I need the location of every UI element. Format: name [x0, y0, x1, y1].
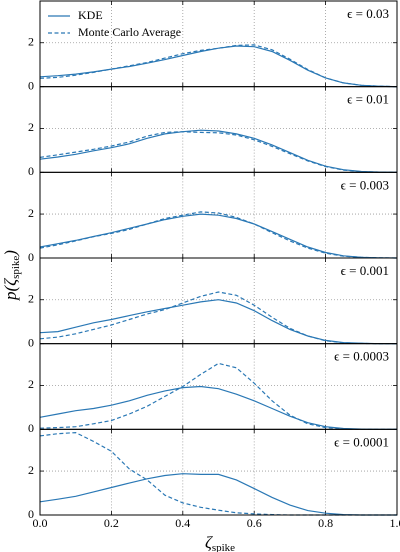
- y-axis-label: p(ζspike): [1, 250, 22, 301]
- y-tick-label: 2: [28, 463, 34, 477]
- series-line: [39, 299, 397, 345]
- x-tick-label: 0.6: [247, 516, 262, 530]
- y-tick-label: 0: [28, 507, 34, 521]
- series-line: [39, 131, 398, 173]
- x-tick-label: 0.2: [104, 516, 119, 530]
- annotation: ϵ = 0.0001: [334, 434, 389, 449]
- x-tick-label: 0.4: [175, 516, 190, 530]
- x-tick-label: 1.0: [390, 516, 400, 530]
- series-line: [39, 45, 398, 88]
- panel: 0 2 ϵ = 0.01: [28, 86, 398, 178]
- series-line: [39, 362, 397, 430]
- annotation: ϵ = 0.01: [347, 92, 389, 107]
- legend-label: Monte Carlo Average: [78, 25, 181, 39]
- series-line: [39, 213, 398, 259]
- series-line: [39, 385, 397, 430]
- y-tick-label: 0: [28, 335, 34, 349]
- panel: 0 2 ϵ = 0.003: [28, 171, 398, 264]
- y-tick-label: 2: [28, 120, 34, 134]
- annotation: ϵ = 0.0003: [334, 349, 389, 364]
- annotation: ϵ = 0.001: [341, 263, 389, 278]
- panel: 0 2 ϵ = 0.03 KDE Monte Carlo Average: [28, 0, 398, 92]
- x-tick-label: 0.0: [33, 516, 48, 530]
- y-tick-label: 0: [28, 164, 34, 178]
- y-tick-label: 0: [28, 78, 34, 92]
- plot-frame: [39, 428, 398, 516]
- legend-label: KDE: [78, 8, 103, 22]
- series-line: [39, 44, 398, 88]
- plot-frame: [39, 86, 398, 173]
- x-tick-label: 0.8: [318, 516, 333, 530]
- x-label-sub: spike: [212, 542, 235, 552]
- series-line: [39, 473, 397, 516]
- y-label-sub: spike: [10, 256, 22, 279]
- y-tick-label: 2: [28, 377, 34, 391]
- y-tick-label: 0: [28, 421, 34, 435]
- y-tick-label: 2: [28, 291, 34, 305]
- panel: 0.0 0.2 0.4 0.6 0.8 1.0 0 2 ϵ = 0.0001: [28, 428, 400, 530]
- x-label-symbol: ζ: [205, 533, 213, 552]
- y-label-lead: p(ζ: [1, 278, 20, 301]
- y-tick-label: 2: [28, 34, 34, 48]
- series-line: [39, 129, 398, 173]
- y-label-close: ): [1, 250, 20, 257]
- y-tick-label: 2: [28, 206, 34, 220]
- annotation: ϵ = 0.003: [341, 177, 389, 192]
- x-axis-label: ζspike: [205, 533, 235, 552]
- panel: 0 2 ϵ = 0.0003: [28, 343, 398, 435]
- panel: 0 2 ϵ = 0.001: [28, 257, 398, 349]
- series-line: [39, 291, 397, 345]
- annotation: ϵ = 0.03: [347, 6, 389, 21]
- series-line: [39, 211, 398, 259]
- y-tick-label: 0: [28, 250, 34, 264]
